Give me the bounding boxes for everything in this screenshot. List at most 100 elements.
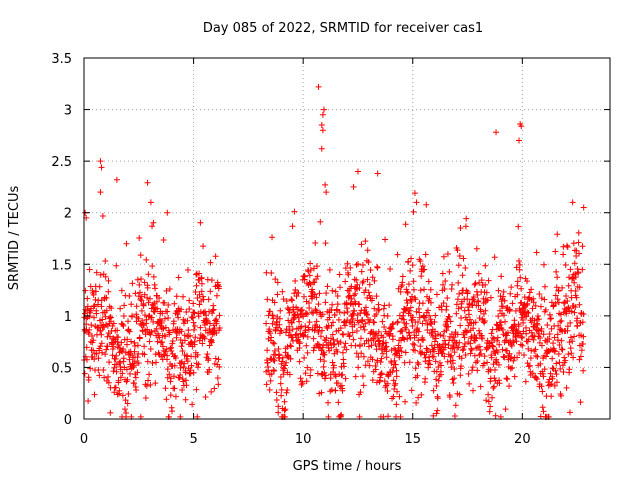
data-point [423,345,430,352]
data-point [466,380,473,387]
data-point [134,354,141,361]
data-point [521,351,528,358]
data-point [508,342,515,349]
data-point [268,334,275,341]
data-point [137,296,144,303]
data-point [488,354,495,361]
data-point [353,261,360,268]
data-point [567,266,574,273]
data-point [457,372,464,379]
data-point [553,379,560,386]
data-point [373,379,380,386]
data-point [150,219,157,226]
data-point [492,412,499,419]
data-point [301,293,308,300]
data-point [384,313,391,320]
data-point [538,295,545,302]
data-point [197,324,204,331]
data-point [164,308,171,315]
data-point [459,272,466,279]
data-point [566,339,573,346]
data-point [402,398,409,405]
data-point [319,127,326,134]
data-point [320,106,327,113]
data-point [515,257,522,264]
data-point [142,395,149,402]
data-point [343,305,350,312]
data-point [518,123,525,130]
data-point [576,301,583,308]
data-point [458,314,465,321]
data-point [540,408,547,415]
data-point [318,122,325,129]
data-point [527,355,534,362]
data-point [144,179,151,186]
data-point [198,288,205,295]
data-point [459,347,466,354]
data-point [370,336,377,343]
data-point [364,311,371,318]
data-point [401,305,408,312]
data-point [431,319,438,326]
data-point [130,362,137,369]
data-point [196,291,203,298]
y-tick-label: 2.5 [51,155,72,170]
data-point [112,384,119,391]
data-point [391,345,398,352]
data-point [100,366,107,373]
data-point [296,340,303,347]
data-point [195,361,202,368]
data-point [151,300,158,307]
data-point [180,293,187,300]
data-point [271,368,278,375]
data-point [434,407,441,414]
data-point [105,379,112,386]
data-point [524,309,531,316]
data-point [390,377,397,384]
data-point [442,278,449,285]
data-point [408,293,415,300]
data-point [451,375,458,382]
data-point [334,380,341,387]
tick-layer [83,57,610,420]
data-point [296,358,303,365]
data-point [332,373,339,380]
data-point [534,321,541,328]
data-point [356,285,363,292]
data-point [152,351,159,358]
data-point [493,356,500,363]
data-point [480,310,487,317]
data-point [309,295,316,302]
data-point [474,358,481,365]
data-point [322,372,329,379]
data-point [447,353,454,360]
data-point [549,365,556,372]
data-point [342,340,349,347]
data-point [345,271,352,278]
data-point [191,338,198,345]
data-point [366,281,373,288]
data-point [277,380,284,387]
data-point [264,347,271,354]
data-point [124,336,131,343]
data-point [433,383,440,390]
data-point [280,371,287,378]
data-point [515,323,522,330]
data-point [273,319,280,326]
data-point [416,309,423,316]
data-point [541,296,548,303]
data-point [281,398,288,405]
data-point [198,280,205,287]
data-point [451,366,458,373]
data-point [365,337,372,344]
data-point [490,361,497,368]
data-point [322,299,329,306]
data-point [525,363,532,370]
data-point [393,401,400,408]
data-point [126,328,133,335]
data-point [514,291,521,298]
data-point [118,287,125,294]
data-point [128,301,135,308]
data-point [421,266,428,273]
data-point [579,266,586,273]
